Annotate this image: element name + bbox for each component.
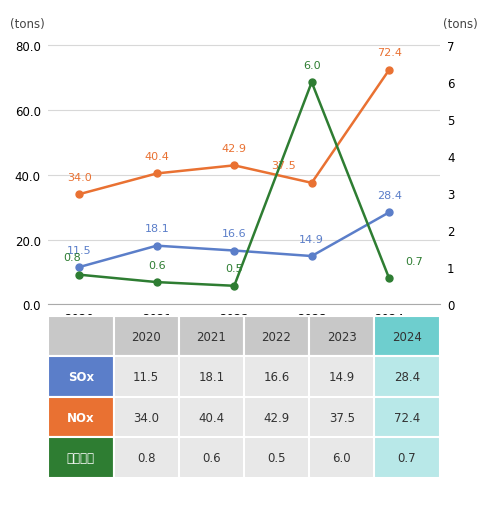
Text: 2020: 2020 (131, 330, 161, 343)
Text: 11.5: 11.5 (67, 245, 92, 255)
Text: 2021: 2021 (197, 330, 226, 343)
Bar (114, 317, 179, 357)
Bar (48, 317, 114, 357)
Text: (tons): (tons) (10, 18, 44, 31)
Text: NOx: NOx (67, 411, 95, 424)
Text: 16.6: 16.6 (263, 371, 290, 383)
Bar (114, 357, 179, 397)
Text: 2022: 2022 (262, 330, 291, 343)
Bar (374, 397, 440, 437)
Bar (244, 437, 309, 478)
Bar (179, 397, 244, 437)
Text: 16.6: 16.6 (222, 229, 246, 238)
Text: 0.6: 0.6 (202, 451, 221, 464)
Text: 28.4: 28.4 (377, 190, 402, 200)
Bar (244, 357, 309, 397)
Text: 18.1: 18.1 (144, 224, 169, 234)
Bar (179, 317, 244, 357)
Text: 28.4: 28.4 (394, 371, 420, 383)
Text: 72.4: 72.4 (394, 411, 420, 424)
Text: 40.4: 40.4 (198, 411, 225, 424)
Text: SOx: SOx (68, 371, 94, 383)
Bar (309, 397, 374, 437)
Text: 2024: 2024 (392, 330, 422, 343)
Text: 6.0: 6.0 (332, 451, 351, 464)
Text: 37.5: 37.5 (329, 411, 355, 424)
Bar (114, 397, 179, 437)
Bar (114, 437, 179, 478)
Text: 14.9: 14.9 (328, 371, 355, 383)
Text: 0.7: 0.7 (398, 451, 416, 464)
Text: 0.6: 0.6 (148, 260, 166, 270)
Bar (244, 317, 309, 357)
Text: 0.5: 0.5 (267, 451, 286, 464)
Text: 14.9: 14.9 (299, 234, 324, 244)
Text: 34.0: 34.0 (133, 411, 159, 424)
Text: 72.4: 72.4 (377, 48, 402, 58)
Text: 37.5: 37.5 (271, 161, 296, 171)
Text: 18.1: 18.1 (198, 371, 225, 383)
Bar (48, 437, 114, 478)
Text: 2023: 2023 (327, 330, 356, 343)
Text: 0.7: 0.7 (405, 257, 423, 266)
Text: 0.8: 0.8 (63, 252, 81, 263)
Bar (179, 437, 244, 478)
Bar (309, 317, 374, 357)
Bar (48, 357, 114, 397)
Text: 42.9: 42.9 (263, 411, 290, 424)
Text: 0.8: 0.8 (137, 451, 156, 464)
Text: 42.9: 42.9 (222, 143, 247, 154)
Text: 40.4: 40.4 (144, 152, 169, 162)
Text: 6.0: 6.0 (303, 61, 321, 71)
Text: (tons): (tons) (443, 18, 478, 31)
Bar (179, 357, 244, 397)
Bar (309, 437, 374, 478)
Bar (309, 357, 374, 397)
Bar (244, 397, 309, 437)
Text: 11.5: 11.5 (133, 371, 159, 383)
Text: ばいじん: ばいじん (67, 451, 95, 464)
Bar (374, 357, 440, 397)
Bar (374, 317, 440, 357)
Text: 0.5: 0.5 (226, 264, 243, 274)
Bar (374, 437, 440, 478)
Bar (48, 397, 114, 437)
Text: 34.0: 34.0 (67, 172, 92, 182)
